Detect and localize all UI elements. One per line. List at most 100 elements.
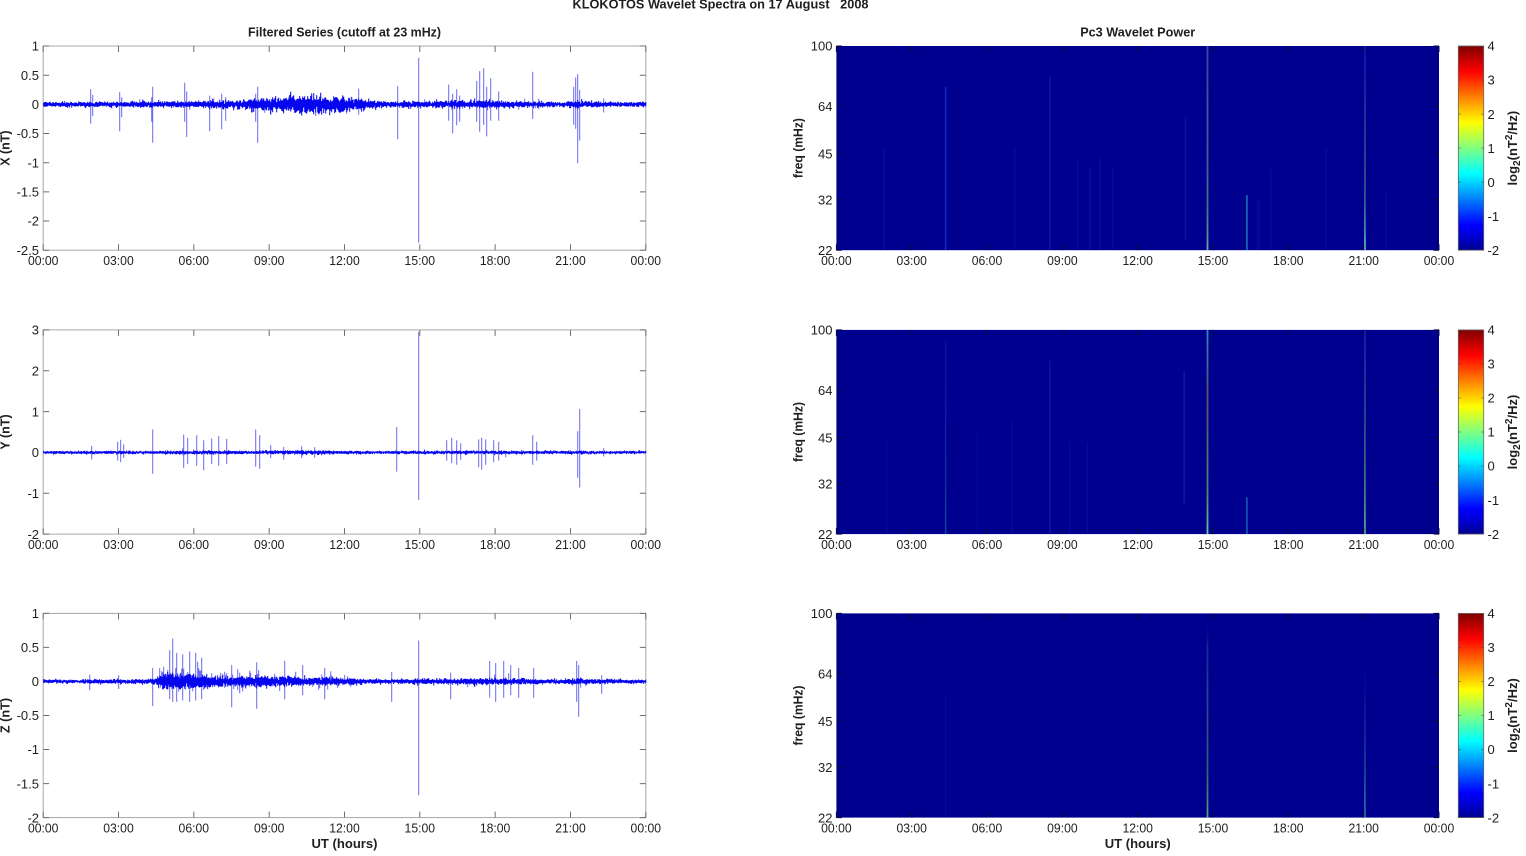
svg-text:03:00: 03:00 <box>896 820 927 835</box>
svg-text:0: 0 <box>32 674 39 689</box>
svg-text:KLOKOTOS Wavelet Spectra on 17: KLOKOTOS Wavelet Spectra on 17 August 20… <box>573 0 869 11</box>
svg-text:-1: -1 <box>27 155 39 170</box>
svg-text:64: 64 <box>818 99 832 114</box>
svg-text:00:00: 00:00 <box>821 820 852 835</box>
svg-text:18:00: 18:00 <box>480 820 511 835</box>
svg-text:-1: -1 <box>1488 209 1500 224</box>
svg-text:-1.5: -1.5 <box>17 185 39 200</box>
svg-text:06:00: 06:00 <box>179 253 210 268</box>
svg-text:100: 100 <box>811 39 833 54</box>
svg-text:-2: -2 <box>1488 810 1500 825</box>
svg-text:1: 1 <box>32 39 39 54</box>
svg-text:00:00: 00:00 <box>28 537 59 552</box>
svg-text:21:00: 21:00 <box>555 537 586 552</box>
svg-text:2: 2 <box>1488 107 1495 122</box>
svg-text:22: 22 <box>818 527 832 542</box>
svg-text:06:00: 06:00 <box>972 253 1003 268</box>
svg-text:06:00: 06:00 <box>179 537 210 552</box>
svg-text:21:00: 21:00 <box>555 820 586 835</box>
svg-text:-1: -1 <box>1488 776 1500 791</box>
svg-text:03:00: 03:00 <box>103 537 134 552</box>
svg-text:12:00: 12:00 <box>1122 253 1153 268</box>
svg-text:0: 0 <box>32 97 39 112</box>
svg-text:12:00: 12:00 <box>329 820 360 835</box>
svg-text:4: 4 <box>1488 323 1495 338</box>
svg-text:18:00: 18:00 <box>1273 537 1304 552</box>
svg-text:06:00: 06:00 <box>179 820 210 835</box>
svg-text:06:00: 06:00 <box>972 820 1003 835</box>
svg-text:-0.5: -0.5 <box>17 126 39 141</box>
svg-text:45: 45 <box>818 430 832 445</box>
svg-text:21:00: 21:00 <box>555 253 586 268</box>
svg-text:15:00: 15:00 <box>405 537 436 552</box>
svg-text:22: 22 <box>818 810 832 825</box>
svg-text:64: 64 <box>818 666 832 681</box>
svg-text:00:00: 00:00 <box>1424 253 1455 268</box>
svg-text:09:00: 09:00 <box>1047 537 1078 552</box>
svg-text:00:00: 00:00 <box>631 820 662 835</box>
svg-text:09:00: 09:00 <box>254 820 285 835</box>
svg-text:UT (hours): UT (hours) <box>1105 836 1171 851</box>
svg-text:32: 32 <box>818 192 832 207</box>
svg-text:09:00: 09:00 <box>254 253 285 268</box>
svg-text:18:00: 18:00 <box>1273 253 1304 268</box>
svg-text:00:00: 00:00 <box>28 820 59 835</box>
svg-text:-2: -2 <box>1488 243 1500 258</box>
svg-text:15:00: 15:00 <box>405 253 436 268</box>
svg-text:1: 1 <box>1488 425 1495 440</box>
svg-text:03:00: 03:00 <box>103 820 134 835</box>
svg-text:00:00: 00:00 <box>631 537 662 552</box>
svg-text:18:00: 18:00 <box>1273 820 1304 835</box>
svg-text:64: 64 <box>818 383 832 398</box>
svg-text:12:00: 12:00 <box>329 253 360 268</box>
svg-text:00:00: 00:00 <box>1424 820 1455 835</box>
svg-text:15:00: 15:00 <box>1198 820 1229 835</box>
svg-text:03:00: 03:00 <box>896 253 927 268</box>
svg-text:09:00: 09:00 <box>254 537 285 552</box>
svg-text:03:00: 03:00 <box>103 253 134 268</box>
svg-text:Z (nT): Z (nT) <box>0 698 13 733</box>
svg-text:log2(nT2/Hz): log2(nT2/Hz) <box>1504 678 1523 753</box>
svg-text:1: 1 <box>1488 141 1495 156</box>
svg-text:freq (mHz): freq (mHz) <box>790 118 805 178</box>
svg-text:12:00: 12:00 <box>1122 537 1153 552</box>
svg-text:100: 100 <box>811 606 833 621</box>
svg-text:4: 4 <box>1488 606 1495 621</box>
svg-text:15:00: 15:00 <box>1198 253 1229 268</box>
svg-text:00:00: 00:00 <box>821 253 852 268</box>
svg-text:-2: -2 <box>27 527 39 542</box>
svg-text:3: 3 <box>1488 640 1495 655</box>
svg-text:21:00: 21:00 <box>1348 253 1379 268</box>
svg-text:00:00: 00:00 <box>1424 537 1455 552</box>
svg-text:0: 0 <box>1488 742 1495 757</box>
svg-text:03:00: 03:00 <box>896 537 927 552</box>
svg-text:22: 22 <box>818 243 832 258</box>
svg-text:4: 4 <box>1488 39 1495 54</box>
svg-text:Y (nT): Y (nT) <box>0 414 13 449</box>
svg-text:45: 45 <box>818 714 832 729</box>
svg-text:3: 3 <box>32 323 39 338</box>
svg-text:freq (mHz): freq (mHz) <box>790 402 805 462</box>
svg-text:00:00: 00:00 <box>821 537 852 552</box>
svg-text:32: 32 <box>818 760 832 775</box>
svg-text:-2.5: -2.5 <box>17 243 39 258</box>
svg-text:2: 2 <box>1488 674 1495 689</box>
svg-text:-2: -2 <box>1488 527 1500 542</box>
svg-text:100: 100 <box>811 323 833 338</box>
svg-text:X (nT): X (nT) <box>0 130 13 165</box>
svg-text:12:00: 12:00 <box>329 537 360 552</box>
svg-text:12:00: 12:00 <box>1122 820 1153 835</box>
svg-text:1: 1 <box>1488 708 1495 723</box>
svg-text:-0.5: -0.5 <box>17 708 39 723</box>
svg-text:Filtered Series (cutoff at 23: Filtered Series (cutoff at 23 mHz) <box>248 24 441 39</box>
svg-text:0: 0 <box>32 445 39 460</box>
svg-text:-1: -1 <box>27 742 39 757</box>
svg-text:45: 45 <box>818 146 832 161</box>
svg-text:3: 3 <box>1488 357 1495 372</box>
svg-text:1: 1 <box>32 606 39 621</box>
svg-text:09:00: 09:00 <box>1047 253 1078 268</box>
svg-text:00:00: 00:00 <box>28 253 59 268</box>
svg-text:0.5: 0.5 <box>21 68 39 83</box>
svg-text:Pc3 Wavelet Power: Pc3 Wavelet Power <box>1080 24 1195 39</box>
svg-text:2: 2 <box>1488 391 1495 406</box>
